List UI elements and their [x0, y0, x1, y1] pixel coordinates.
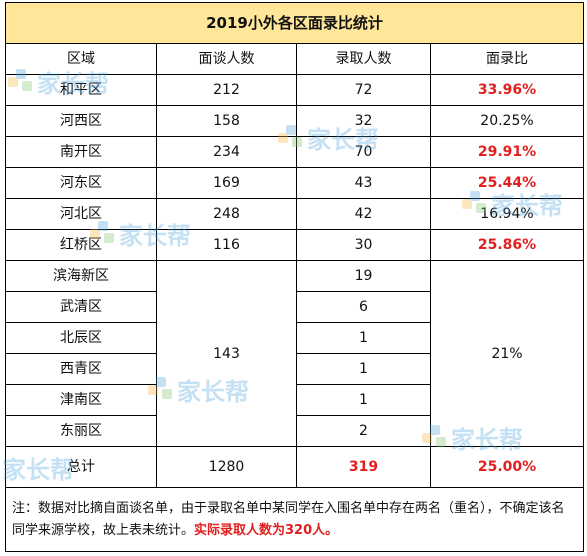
- ratio-cell: 25.86%: [430, 229, 584, 261]
- district-cell: 武清区: [5, 291, 157, 323]
- interviewed-cell: 158: [156, 105, 297, 137]
- admitted-cell: 42: [296, 198, 431, 230]
- table-row: 滨海新区 143 19 21%: [5, 260, 584, 447]
- interviewed-cell: 248: [156, 198, 297, 230]
- admitted-cell: 19: [296, 260, 431, 292]
- district-cell: 河西区: [5, 105, 157, 137]
- district-cell: 津南区: [5, 384, 157, 416]
- interviewed-cell: 234: [156, 136, 297, 168]
- table-title: 2019小外各区面录比统计: [5, 2, 584, 44]
- total-label: 总计: [5, 446, 157, 488]
- stats-table: 2019小外各区面录比统计 区域 面谈人数 录取人数 面录比 和平区 212 7…: [5, 2, 584, 552]
- admitted-cell: 30: [296, 229, 431, 261]
- table-row: 和平区 212 72 33.96%: [5, 74, 584, 106]
- district-cell: 河东区: [5, 167, 157, 199]
- interviewed-cell: 212: [156, 74, 297, 106]
- table-row: 南开区 234 70 29.91%: [5, 136, 584, 168]
- district-cell: 和平区: [5, 74, 157, 106]
- total-ratio: 25.00%: [430, 446, 584, 488]
- district-cell: 红桥区: [5, 229, 157, 261]
- admitted-cell: 6: [296, 291, 431, 323]
- district-cell: 南开区: [5, 136, 157, 168]
- header-district: 区域: [5, 43, 157, 75]
- admitted-cell: 1: [296, 322, 431, 354]
- ratio-cell: 16.94%: [430, 198, 584, 230]
- table-row: 红桥区 116 30 25.86%: [5, 229, 584, 261]
- total-admitted: 319: [296, 446, 431, 488]
- header-interviewed: 面谈人数: [156, 43, 297, 75]
- admitted-cell: 1: [296, 353, 431, 385]
- admitted-cell: 1: [296, 384, 431, 416]
- district-cell: 河北区: [5, 198, 157, 230]
- table-row: 西青区 1: [5, 353, 584, 385]
- group-ratio-cell: 21%: [430, 260, 584, 447]
- district-cell: 东丽区: [5, 415, 157, 447]
- interviewed-cell: 169: [156, 167, 297, 199]
- total-row: 总计 1280 319 25.00%: [5, 446, 584, 488]
- interviewed-cell: 116: [156, 229, 297, 261]
- total-interviewed: 1280: [156, 446, 297, 488]
- table-row: 河西区 158 32 20.25%: [5, 105, 584, 137]
- ratio-cell: 25.44%: [430, 167, 584, 199]
- header-ratio: 面录比: [430, 43, 584, 75]
- ratio-cell: 33.96%: [430, 74, 584, 106]
- district-cell: 北辰区: [5, 322, 157, 354]
- table-row: 河东区 169 43 25.44%: [5, 167, 584, 199]
- table-row: 东丽区 2: [5, 415, 584, 447]
- header-admitted: 录取人数: [296, 43, 431, 75]
- note-text: 注：数据对比摘自面谈名单，由于录取名单中某同学在入围名单中存在两名（重名），不确…: [12, 500, 565, 538]
- group-interviewed-cell: 143: [156, 260, 297, 447]
- table-row: 武清区 6: [5, 291, 584, 323]
- admitted-cell: 43: [296, 167, 431, 199]
- ratio-cell: 20.25%: [430, 105, 584, 137]
- note-cell: 注：数据对比摘自面谈名单，由于录取名单中某同学在入围名单中存在两名（重名），不确…: [5, 487, 584, 552]
- header-row: 区域 面谈人数 录取人数 面录比: [5, 43, 584, 75]
- admitted-cell: 32: [296, 105, 431, 137]
- district-cell: 西青区: [5, 353, 157, 385]
- admitted-cell: 70: [296, 136, 431, 168]
- admitted-cell: 72: [296, 74, 431, 106]
- note-row: 注：数据对比摘自面谈名单，由于录取名单中某同学在入围名单中存在两名（重名），不确…: [5, 487, 584, 552]
- admitted-cell: 2: [296, 415, 431, 447]
- ratio-cell: 29.91%: [430, 136, 584, 168]
- table-row: 河北区 248 42 16.94%: [5, 198, 584, 230]
- district-cell: 滨海新区: [5, 260, 157, 292]
- note-highlight: 实际录取人数为320人。: [194, 522, 339, 538]
